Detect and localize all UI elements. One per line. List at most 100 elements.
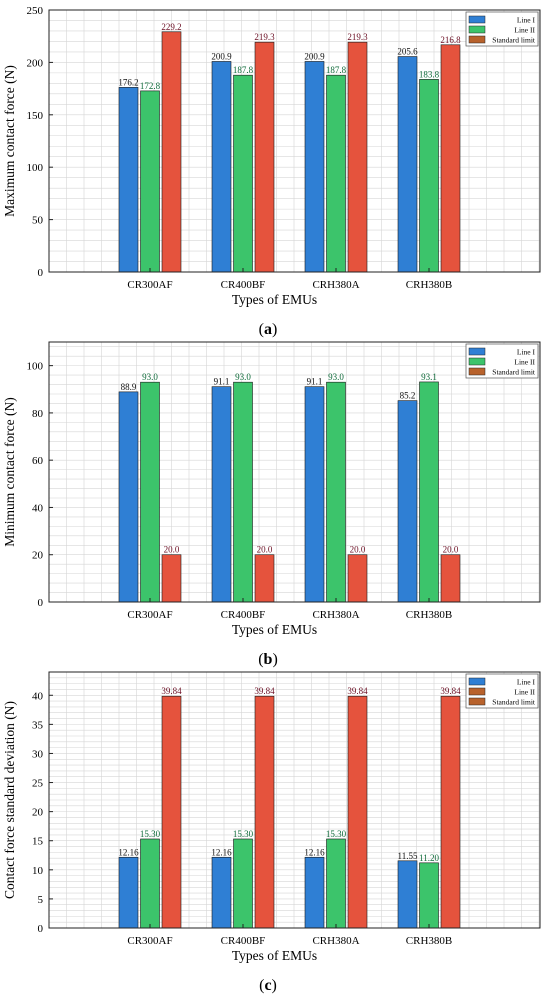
caption-open: ( [259,321,264,338]
data-label: 11.20 [419,853,439,863]
bar [161,695,182,929]
bar [440,554,461,603]
legend-label: Standard limit [492,698,536,707]
legend-swatch [468,357,486,366]
data-label: 172.8 [140,81,161,91]
x-tick-label: CR300AF [127,935,172,947]
bar [397,860,418,929]
data-label: 39.84 [161,686,182,696]
data-label: 11.55 [398,851,418,861]
legend-label: Line I [517,678,536,687]
y-tick-label: 80 [32,408,44,420]
bar [304,856,325,929]
panel-caption: (a) [259,321,278,338]
y-tick-label: 250 [27,5,44,17]
bar [161,554,182,603]
y-tick-label: 100 [27,162,44,174]
caption-close: ) [272,651,277,668]
legend-swatch [468,35,486,44]
data-label: 12.16 [304,847,325,857]
data-label: 15.30 [233,829,254,839]
bar [233,838,253,929]
data-label: 93.0 [235,372,251,382]
bar [419,381,439,603]
bar [397,400,418,603]
legend-swatch [468,677,486,686]
x-tick-label: CR400BF [221,609,266,621]
x-axis-title: Types of EMUs [232,622,317,637]
data-label: 91.1 [214,377,230,387]
bar [254,554,275,603]
y-tick-label: 100 [27,361,44,373]
legend-label: Standard limit [492,36,536,45]
series-line-ii: 15.30 15.30 15.30 11.20 [140,829,439,929]
data-label: 39.84 [440,686,461,696]
x-tick-label: CRH380A [312,935,359,947]
y-tick-label: 20 [32,807,44,819]
y-tick-label: 60 [32,455,44,467]
bar [397,56,418,273]
legend-swatch [468,367,486,376]
data-label: 39.84 [254,686,275,696]
bar [118,391,139,603]
legend-swatch [468,15,486,24]
x-tick-label: CRH380B [406,279,452,291]
data-label: 85.2 [400,391,416,401]
caption-open: ( [258,651,263,668]
y-axis-ticks: 0 5 10 15 20 25 30 35 40 [32,690,53,935]
caption-open: ( [259,977,264,994]
x-tick-label: CR400BF [221,935,266,947]
data-label: 219.3 [347,32,368,42]
y-axis-title: Contact force standard deviation (N) [2,701,17,899]
y-tick-label: 50 [32,215,44,227]
bar [118,856,139,929]
bars: 12.16 12.16 12.16 11.55 15.30 15.30 15.30 11.20… [118,686,461,929]
data-label: 187.8 [233,65,254,75]
x-axis-categories: CR300AF CR400BF CRH380A CRH380B [127,924,452,947]
bar [233,381,253,603]
legend-label: Line I [517,16,536,25]
bar [347,41,368,273]
data-label: 93.0 [328,372,344,382]
y-tick-label: 5 [38,894,44,906]
y-tick-label: 30 [32,748,44,760]
series-line-ii: 93.0 93.0 93.0 93.1 [140,372,439,603]
data-label: 183.8 [419,69,440,79]
bar [440,44,461,273]
y-tick-label: 25 [32,778,44,790]
data-label: 205.6 [397,47,418,57]
legend-swatch [468,25,486,34]
bar [419,79,439,273]
series-line-ii: 172.8 187.8 187.8 183.8 [140,65,440,273]
chart-panel-a: 0 50 100 150 200 250 176.2 200.9 200.9 205.6 172.8… [0,0,550,340]
data-label: 88.9 [121,382,137,392]
bar [440,695,461,929]
bar [326,838,346,929]
y-tick-label: 150 [27,110,44,122]
series-line-i: 176.2 200.9 200.9 205.6 [118,47,418,273]
data-label: 200.9 [304,51,325,61]
y-tick-label: 40 [32,502,44,514]
x-tick-label: CRH380A [312,609,359,621]
caption-close: ) [272,321,277,338]
series-standard-limit: 39.84 39.84 39.84 39.84 [161,686,461,929]
bar [304,61,325,273]
data-label: 20.0 [257,545,273,555]
plot-frame [48,671,541,929]
caption-close: ) [272,977,277,994]
data-label: 176.2 [118,77,138,87]
bar [211,856,232,929]
legend-label: Line II [514,358,535,367]
y-tick-label: 20 [32,550,44,562]
bar [326,74,346,273]
max-contact-force-chart: 0 50 100 150 200 250 176.2 200.9 200.9 205.6 172.8… [2,5,541,338]
bar [233,74,253,273]
y-axis-ticks: 0 20 40 60 80 100 [27,361,53,609]
bar [211,386,232,603]
x-tick-label: CR300AF [127,279,172,291]
data-label: 39.84 [347,686,368,696]
x-axis-categories: CR300AF CR400BF CRH380A CRH380B [127,268,452,291]
bar [347,554,368,603]
data-label: 187.8 [326,65,347,75]
